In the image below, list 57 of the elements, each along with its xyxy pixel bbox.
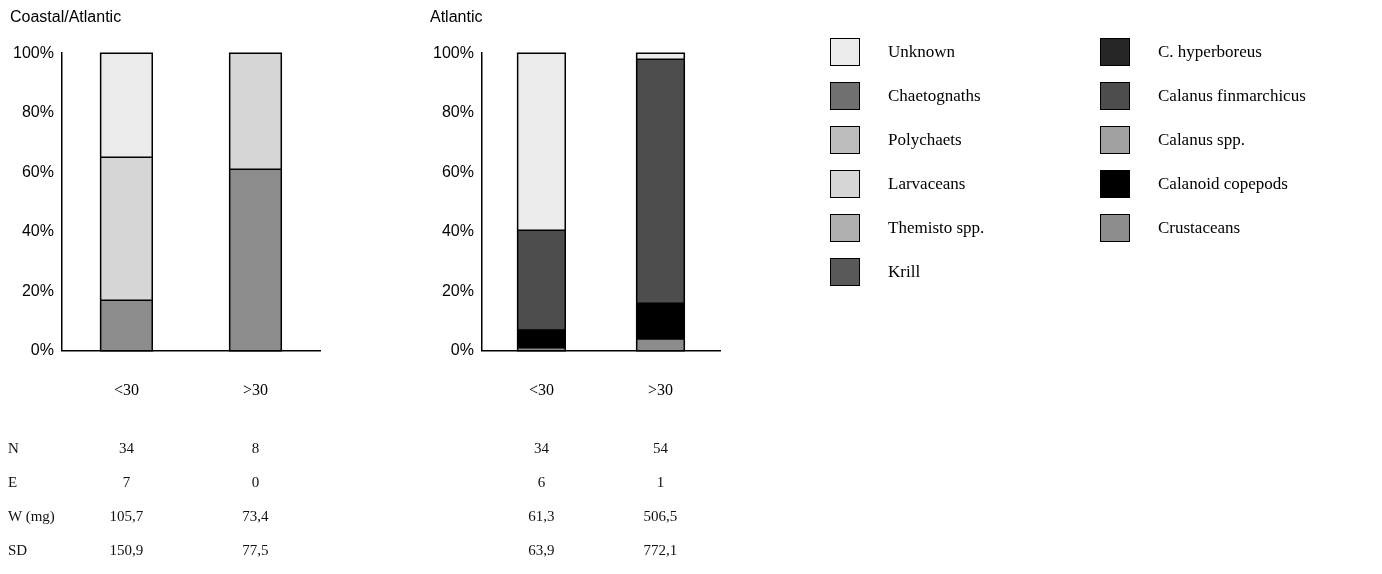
y-tick-label: 80% [21, 103, 54, 121]
text: 73,4 [242, 508, 269, 525]
x-tick-label: <30 [113, 380, 139, 398]
legend-label: Calanoid copepods [1158, 174, 1288, 194]
x-tick-label: >30 [647, 380, 673, 398]
legend-label: C. hyperboreus [1158, 42, 1262, 62]
bar [517, 53, 566, 231]
text: 77,5 [242, 542, 269, 559]
bar [100, 53, 153, 158]
text: N [8, 440, 19, 457]
text: SD [8, 542, 28, 559]
text: 6 [537, 474, 546, 491]
bar [100, 157, 153, 301]
x-tick-label: <30 [528, 380, 554, 398]
text: 1 [656, 474, 665, 491]
bar [636, 59, 685, 304]
text: 150,9 [109, 542, 144, 559]
text: 7 [122, 474, 131, 491]
y-tick-label: 80% [441, 103, 474, 121]
text: E [8, 474, 18, 491]
y-tick-label: 100% [433, 43, 474, 61]
text: 105,7 [109, 508, 144, 525]
y-tick-label: 40% [441, 222, 474, 240]
x-tick-label: >30 [242, 380, 268, 398]
chart-title: Atlantic [430, 8, 483, 26]
legend-label: Unknown [888, 42, 956, 62]
text: 34 [533, 440, 549, 457]
y-tick-label: 20% [441, 281, 474, 299]
text: 8 [251, 440, 260, 457]
y-tick-label: 100% [13, 43, 54, 61]
legend-label: Polychaets [888, 130, 962, 150]
y-tick-label: 60% [21, 162, 54, 180]
y-tick-label: 0% [450, 341, 474, 359]
text: 0 [251, 474, 260, 491]
y-tick-label: 60% [441, 162, 474, 180]
y-tick-label: 0% [30, 341, 54, 359]
y-tick-label: 40% [21, 222, 54, 240]
legend-label: Chaetognaths [888, 86, 981, 106]
legend-label: Calanus finmarchicus [1158, 86, 1306, 106]
bar [229, 53, 282, 170]
bar [100, 300, 153, 351]
chart-title: Coastal/Atlantic [10, 8, 122, 26]
text: W (mg) [8, 508, 55, 525]
text: 772,1 [643, 542, 678, 559]
text: 506,5 [643, 508, 678, 525]
text: 63,9 [528, 542, 555, 559]
y-tick-label: 20% [21, 281, 54, 299]
legend-label: Larvaceans [888, 174, 966, 194]
bar [517, 230, 566, 330]
text: 61,3 [528, 508, 555, 525]
text: 34 [118, 440, 134, 457]
legend-label: Crustaceans [1158, 218, 1241, 238]
legend-label: Krill [888, 262, 921, 282]
text: 54 [652, 440, 668, 457]
legend-label: Themisto spp. [888, 218, 985, 238]
legend-label: Calanus spp. [1158, 130, 1245, 150]
bar [229, 169, 282, 351]
